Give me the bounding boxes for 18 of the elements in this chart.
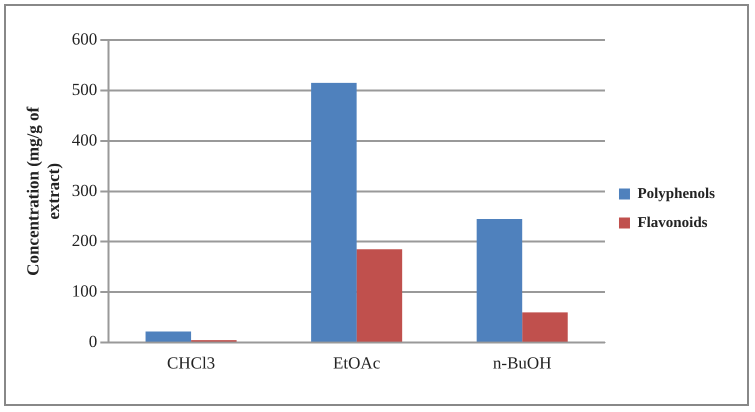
y-tick-label: 500 [72,80,98,99]
bar [522,312,568,342]
y-tick-label: 600 [72,29,98,48]
x-tick-label: EtOAc [333,353,381,372]
bar [311,82,357,342]
x-tick-label: n-BuOH [492,353,552,372]
legend-label: Polyphenols [637,186,716,202]
bar [146,332,192,342]
legend-label: Flavonoids [637,214,708,231]
y-axis-title: Concentration (mg/g of extract) [24,106,63,276]
y-tick-label: 200 [72,231,98,250]
bar [476,219,522,342]
bar [356,249,402,342]
x-tick-label: CHCl3 [166,353,216,372]
y-tick-label: 0 [88,332,98,352]
y-tick-label: 300 [72,180,98,200]
y-tick-label: 400 [72,130,98,150]
y-tick-label: 100 [72,282,98,301]
